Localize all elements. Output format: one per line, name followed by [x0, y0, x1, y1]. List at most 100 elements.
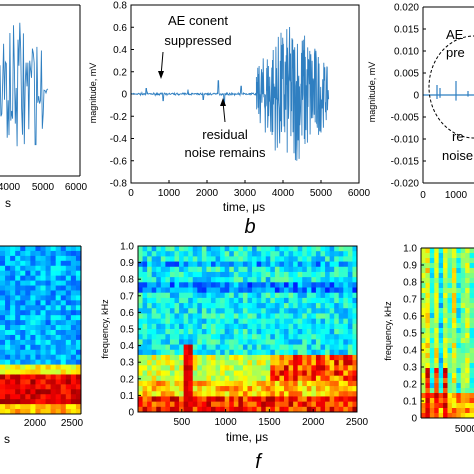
panel-g-cell	[434, 248, 440, 254]
panel-e-cell	[45, 275, 52, 281]
panel-f-cell	[347, 282, 353, 288]
panel-f-cell	[160, 313, 166, 320]
panel-f-cell	[201, 308, 207, 314]
panel-f-cell	[211, 334, 216, 340]
panel-g-cell	[451, 413, 457, 419]
panel-f-cell	[320, 401, 326, 408]
panel-g-cell	[434, 368, 440, 374]
panel-f-cell	[220, 365, 226, 371]
panel-e-cell	[75, 290, 82, 296]
panel-e-cell	[15, 389, 21, 395]
panel-f-cell	[238, 266, 244, 273]
panel-f-cell	[284, 308, 289, 314]
panel-f-cell	[293, 287, 299, 294]
panel-g-cell	[421, 308, 426, 314]
panel-g-cell	[421, 388, 426, 394]
panel-e-cell	[25, 374, 31, 380]
panel-g-cell	[421, 328, 426, 334]
panel-f-cell	[197, 261, 203, 268]
panel-f-cell	[238, 339, 244, 345]
panel-g-ytick-label: 0	[411, 414, 417, 425]
panel-f-cell	[325, 277, 331, 283]
panel-e-cell	[35, 334, 41, 341]
panel-f-cell	[197, 303, 203, 309]
panel-e-cell	[0, 384, 6, 390]
panel-e-cell	[75, 339, 82, 346]
panel-f-cell	[347, 354, 353, 361]
panel-e-cell	[25, 354, 31, 361]
panel-g-cell	[456, 348, 462, 354]
panel-g-cell	[434, 258, 440, 264]
panel-f-cell	[334, 292, 340, 299]
panel-f-cell	[311, 334, 317, 340]
panel-f-cell	[274, 308, 280, 314]
panel-g-cell	[421, 268, 426, 274]
panel-g-cell	[451, 333, 457, 339]
panel-f-cell	[215, 292, 221, 299]
panel-f-cell	[142, 354, 148, 361]
panel-e-cell	[0, 344, 6, 351]
panel-c-xtick-1000: 1000	[445, 190, 468, 201]
panel-f-cell	[179, 329, 185, 335]
panel-e-cell	[5, 330, 11, 336]
panel-f-cell	[347, 380, 353, 387]
panel-g-cell	[438, 378, 444, 384]
panel-f-cell	[206, 396, 212, 403]
panel-f-cell	[311, 277, 317, 283]
panel-f-cell	[338, 318, 344, 325]
panel-f-cell	[156, 360, 162, 366]
panel-f-cell	[252, 391, 258, 397]
panel-f-cell	[329, 297, 335, 304]
panel-e-cell	[10, 246, 16, 252]
panel-g-cell	[456, 393, 462, 399]
panel-g-cell	[456, 343, 462, 349]
panel-f-cell	[179, 261, 185, 268]
panel-f-cell	[279, 323, 285, 330]
panel-g-cell	[460, 413, 466, 419]
panel-f-ytick-label: 0	[128, 408, 134, 419]
panel-f-cell	[302, 354, 308, 361]
panel-f-cell	[329, 266, 335, 273]
panel-f-cell	[142, 370, 148, 377]
panel-f-cell	[192, 271, 198, 278]
panel-g-ytick-label: 0.2	[403, 380, 417, 391]
panel-e-cell	[0, 310, 6, 316]
panel-e-cell	[35, 246, 41, 252]
panel-f-cell	[156, 391, 162, 397]
panel-f-cell	[347, 246, 353, 252]
panel-g-cell	[443, 413, 448, 419]
panel-b-xtick-label: 6000	[348, 188, 371, 199]
panel-g-cell	[469, 388, 474, 394]
panel-f-cell	[169, 396, 175, 403]
panel-g-cell	[421, 273, 426, 279]
panel-g-cell	[438, 293, 444, 299]
panel-f-cell	[242, 354, 248, 361]
panel-f-cell	[329, 303, 335, 309]
panel-f-cell	[274, 380, 280, 387]
panel-g-cell	[429, 373, 435, 379]
panel-f-cell	[142, 246, 148, 252]
panel-f-cell	[220, 246, 226, 252]
panel-e-cell	[35, 379, 41, 385]
panel-f-cell	[220, 391, 226, 397]
panel-f-cell	[169, 349, 175, 356]
panel-f-cell	[274, 365, 280, 371]
panel-f-cell	[352, 354, 358, 361]
panel-e-cell	[70, 315, 77, 321]
panel-f-cell	[343, 246, 349, 252]
panel-f-cell	[183, 297, 189, 304]
panel-e-xlabel: s	[4, 432, 10, 446]
panel-f-cell	[247, 375, 253, 382]
panel-f-cell	[142, 297, 148, 304]
panel-g-cell	[447, 313, 453, 319]
panel-e-cell	[55, 270, 62, 277]
panel-g-cell	[465, 293, 470, 299]
panel-f-cell	[169, 266, 175, 273]
panel-e-cell	[75, 399, 82, 405]
panel-f-cell	[151, 339, 157, 345]
panel-g-cell	[456, 273, 462, 279]
panel-f-cell	[142, 329, 148, 335]
panel-f-cell	[238, 380, 244, 387]
panel-f-cell	[252, 349, 258, 356]
panel-e-cell	[20, 334, 26, 341]
